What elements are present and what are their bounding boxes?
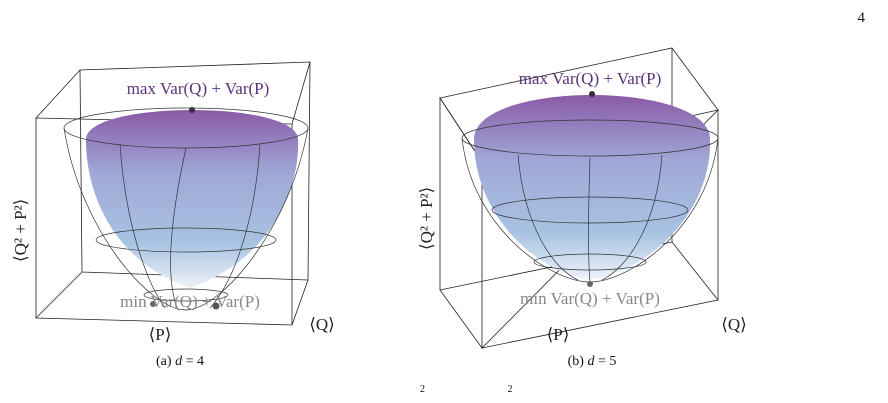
caption-a: (a) d = 4	[156, 354, 204, 369]
max-point-b	[589, 91, 595, 97]
paraboloid-wireframe-b	[461, 119, 719, 283]
min-label-b: min Var(Q) + Var(P)	[520, 289, 660, 308]
min-point-a-right	[212, 302, 220, 310]
x-axis-label-b: ⟨P⟩	[547, 325, 570, 344]
variance-surface-b	[473, 95, 711, 280]
max-point-a	[189, 107, 195, 113]
footer-superscripts: 2 2	[420, 384, 553, 395]
x-axis-label-a: ⟨P⟩	[149, 325, 172, 344]
figure-panel-b: max Var(Q) + Var(P) min Var(Q) + Var(P) …	[412, 40, 772, 385]
surface-plot-a: max Var(Q) + Var(P) min Var(Q) + Var(P) …	[11, 61, 335, 344]
min-point-b	[587, 281, 593, 287]
y-axis-label-a: ⟨Q² + P²⟩	[11, 199, 30, 262]
y-axis-label-b: ⟨Q² + P²⟩	[417, 187, 436, 250]
max-label-b: max Var(Q) + Var(P)	[519, 69, 662, 88]
surface-plot-b: max Var(Q) + Var(P) min Var(Q) + Var(P) …	[417, 47, 747, 350]
variance-surface-a	[85, 110, 299, 288]
caption-b: (b) d = 5	[567, 354, 617, 369]
z-axis-label-a: ⟨Q⟩	[309, 315, 335, 334]
max-label-a: max Var(Q) + Var(P)	[127, 79, 270, 98]
page-number: 4	[857, 10, 866, 26]
paraboloid-wireframe-a	[63, 107, 309, 311]
figure-panel-a: max Var(Q) + Var(P) min Var(Q) + Var(P) …	[0, 40, 360, 385]
z-axis-label-b: ⟨Q⟩	[721, 315, 747, 334]
min-label-a: min Var(Q) + Var(P)	[120, 292, 260, 311]
min-point-a-left	[150, 301, 156, 307]
